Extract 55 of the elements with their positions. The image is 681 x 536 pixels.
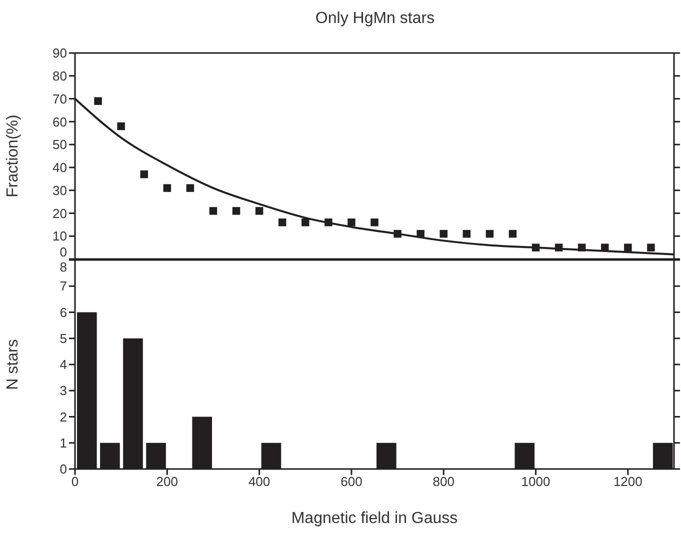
x-tick-label: 200 bbox=[156, 474, 178, 490]
point bbox=[117, 122, 125, 130]
x-tick-label: 600 bbox=[340, 474, 362, 490]
point bbox=[394, 230, 402, 238]
y-tick-label: 5 bbox=[60, 330, 67, 346]
y-tick-label: 10 bbox=[52, 228, 67, 244]
y-tick-label: 40 bbox=[52, 160, 67, 176]
y-tick-label: 20 bbox=[52, 206, 67, 221]
x-tick-label: 800 bbox=[432, 474, 454, 490]
x-tick-label: 1000 bbox=[521, 474, 550, 490]
point bbox=[647, 244, 655, 252]
point bbox=[624, 244, 632, 252]
point bbox=[302, 218, 310, 226]
point bbox=[508, 230, 517, 238]
y-tick-label: 8 bbox=[60, 260, 67, 275]
point bbox=[232, 207, 240, 215]
y-tick-label: 90 bbox=[52, 46, 67, 61]
point bbox=[278, 218, 286, 226]
point bbox=[94, 97, 102, 105]
point bbox=[462, 230, 471, 238]
point bbox=[209, 207, 218, 215]
chart-title: Only HgMn stars bbox=[314, 10, 436, 28]
y-tick-label: 80 bbox=[52, 68, 67, 84]
point bbox=[554, 244, 563, 252]
x-tick-label: 0 bbox=[71, 474, 79, 490]
x-tick-label: 1200 bbox=[613, 474, 642, 490]
point bbox=[324, 218, 332, 226]
y-tick-label: 0 bbox=[60, 244, 67, 260]
y-axis-title: N stars bbox=[4, 339, 22, 390]
point bbox=[348, 218, 356, 226]
point bbox=[140, 170, 148, 178]
point bbox=[440, 230, 448, 238]
y-axis-title: Fraction(%) bbox=[4, 114, 22, 198]
y-tick-label: 6 bbox=[60, 304, 67, 320]
y-tick-label: 4 bbox=[60, 357, 67, 372]
y-tick-label: 30 bbox=[52, 182, 67, 198]
x-axis-title: Magnetic field in Gauss bbox=[291, 510, 458, 527]
y-tick-label: 70 bbox=[52, 91, 67, 106]
y-tick-label: 50 bbox=[52, 137, 67, 152]
point bbox=[486, 230, 494, 238]
y-tick-label: 3 bbox=[60, 383, 67, 398]
point bbox=[255, 207, 264, 215]
x-tick-label: 400 bbox=[248, 474, 270, 490]
point bbox=[416, 230, 424, 238]
point bbox=[370, 218, 378, 226]
point bbox=[163, 184, 172, 192]
y-tick-label: 2 bbox=[60, 409, 67, 424]
y-tick-label: 0 bbox=[60, 462, 67, 477]
y-tick-label: 60 bbox=[52, 114, 67, 130]
point bbox=[601, 244, 609, 252]
point bbox=[578, 244, 586, 252]
y-tick-label: 7 bbox=[60, 278, 67, 294]
y-tick-label: 1 bbox=[60, 435, 67, 450]
point bbox=[532, 244, 540, 252]
point bbox=[186, 184, 194, 192]
